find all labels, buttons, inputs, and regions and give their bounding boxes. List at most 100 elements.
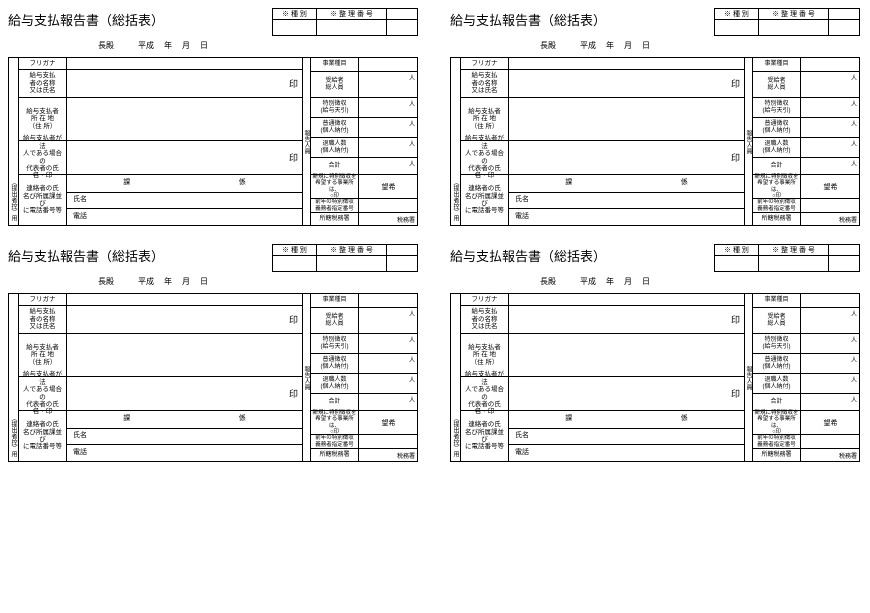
r-normal-lbl: 普通徴収 (個人納付)	[311, 354, 359, 373]
r-tax-val: 税務署	[359, 213, 417, 225]
lbl-rep-name: 給与支払者が法 人である場合の 代表者の氏名・印	[461, 377, 508, 411]
mayor-label: 長殿	[98, 276, 114, 287]
r-sum-val: 人	[359, 158, 417, 174]
month-label: 月	[624, 40, 632, 51]
r-wish-val: 希 望	[359, 411, 417, 434]
hdr-blank-label	[829, 9, 859, 20]
hdr-blank-label	[387, 245, 417, 256]
lbl-rep-name: 給与支払者が法 人である場合の 代表者の氏名・印	[19, 141, 66, 175]
year-label: 年	[164, 276, 172, 287]
val-rep-name: 印	[509, 141, 744, 175]
val-payer-name: 印	[509, 70, 744, 98]
lbl-rep-name: 給与支払者が法 人である場合の 代表者の氏名・印	[19, 377, 66, 411]
r-total-val: 人	[801, 72, 859, 97]
form-title: 給与支払報告書（総括表）	[8, 244, 164, 265]
val-contact-tel: 電話	[509, 445, 744, 461]
right-column: 事業種目 受給者 総人員 人 特別徴収 (給与天引) 人 普通徴収 (個人納付)…	[753, 294, 859, 461]
r-total-val: 人	[359, 308, 417, 333]
year-label: 年	[606, 40, 614, 51]
val-rep-name: 印	[509, 377, 744, 411]
side-strip-left: （提出者控）用	[9, 58, 19, 225]
r-special-lbl: 特別徴収 (給与天引)	[753, 334, 801, 353]
r-sum-lbl: 合計	[753, 158, 801, 174]
ka-label: 課	[123, 415, 130, 423]
side-strip-left: （提出者控）用	[9, 294, 19, 461]
seal-mark-1: 印	[289, 314, 298, 324]
val-contact-dept: 課 係	[509, 175, 744, 193]
tel-label: 電話	[515, 213, 529, 221]
r-retire-val: 人	[801, 374, 859, 393]
r-sum-val: 人	[801, 394, 859, 410]
main-table: （提出者控）用 フリガナ 給与支払 者の名称 又は氏名 給与支払者 所 在 地 …	[8, 57, 418, 226]
r-tax-val: 税務署	[359, 449, 417, 461]
seal-mark-2: 印	[289, 152, 298, 162]
r-wish-lbl: 新規に特別徴収を 希望する事業所は、 ○印	[311, 175, 359, 198]
lbl-contact: 連絡者の氏 名び所属課並び に電話番号等	[19, 175, 66, 225]
header-id-boxes: ※ 種 別 ※ 整 理 番 号	[714, 244, 860, 272]
era-label: 平成	[580, 40, 596, 51]
year-label: 年	[606, 276, 614, 287]
r-retire-val: 人	[359, 138, 417, 157]
r-tax-val: 税務署	[801, 213, 859, 225]
r-tax-lbl: 所轄税務署	[311, 449, 359, 461]
form-header: 給与支払報告書（総括表） ※ 種 別 ※ 整 理 番 号	[450, 244, 860, 272]
lbl-furigana: フリガナ	[19, 58, 66, 70]
side-strip-left: （提出者控）用	[451, 294, 461, 461]
r-sum-val: 人	[359, 394, 417, 410]
r-prev-lbl: 前年の特別徴収 義務者指定番号	[311, 199, 359, 212]
seal-mark-1: 印	[289, 78, 298, 88]
seal-mark-2: 印	[731, 388, 740, 398]
right-column: 事業種目 受給者 総人員 人 特別徴収 (給与天引) 人 普通徴収 (個人納付)…	[311, 294, 417, 461]
r-normal-lbl: 普通徴収 (個人納付)	[753, 118, 801, 137]
tax-office-suffix: 税務署	[839, 215, 857, 224]
header-id-boxes: ※ 種 別 ※ 整 理 番 号	[272, 8, 418, 36]
r-sum-lbl: 合計	[311, 394, 359, 410]
mid-value-column: 印 印 課 係 氏名 電話	[67, 294, 302, 461]
hdr-type-value	[715, 20, 758, 37]
r-prev-lbl: 前年の特別徴収 義務者指定番号	[753, 199, 801, 212]
mid-value-column: 印 印 課 係 氏名 電話	[509, 294, 744, 461]
right-column: 事業種目 受給者 総人員 人 特別徴収 (給与天引) 人 普通徴収 (個人納付)…	[311, 58, 417, 225]
r-tax-val: 税務署	[801, 449, 859, 461]
tax-office-suffix: 税務署	[397, 215, 415, 224]
main-table: （提出者控）用 フリガナ 給与支払 者の名称 又は氏名 給与支払者 所 在 地 …	[8, 293, 418, 462]
r-biz-type-val	[801, 58, 859, 71]
lbl-rep-name: 給与支払者が法 人である場合の 代表者の氏名・印	[461, 141, 508, 175]
tel-label: 電話	[73, 213, 87, 221]
r-sum-val: 人	[801, 158, 859, 174]
hdr-type-label: ※ 種 別	[273, 245, 316, 256]
r-normal-val: 人	[801, 354, 859, 373]
seal-mark-2: 印	[289, 388, 298, 398]
era-label: 平成	[138, 40, 154, 51]
val-contact-name: 氏名	[67, 429, 302, 445]
kakari-label: 係	[681, 179, 688, 187]
r-retire-val: 人	[359, 374, 417, 393]
r-special-lbl: 特別徴収 (給与天引)	[311, 334, 359, 353]
wish-mark: 希 望	[823, 419, 837, 426]
salary-report-form: 給与支払報告書（総括表） ※ 種 別 ※ 整 理 番 号 長殿 平成 年	[8, 244, 418, 462]
val-contact-name: 氏名	[509, 429, 744, 445]
seal-mark-1: 印	[731, 314, 740, 324]
r-normal-val: 人	[801, 118, 859, 137]
hdr-blank-label	[829, 245, 859, 256]
header-id-boxes: ※ 種 別 ※ 整 理 番 号	[714, 8, 860, 36]
hdr-blank-label	[387, 9, 417, 20]
day-label: 日	[642, 40, 650, 51]
hdr-blank-value	[387, 256, 417, 273]
r-prev-val	[359, 199, 417, 212]
val-contact-dept: 課 係	[509, 411, 744, 429]
day-label: 日	[642, 276, 650, 287]
left-labels-column: フリガナ 給与支払 者の名称 又は氏名 給与支払者 所 在 地 （住 所） 給与…	[19, 58, 67, 225]
val-contact-tel: 電話	[509, 209, 744, 225]
r-retire-lbl: 退職人数 (個人納付)	[311, 138, 359, 157]
r-wish-val: 希 望	[359, 175, 417, 198]
r-biz-type-val	[801, 294, 859, 307]
mid-value-column: 印 印 課 係 氏名 電話	[509, 58, 744, 225]
r-total-val: 人	[359, 72, 417, 97]
val-rep-name: 印	[67, 141, 302, 175]
mayor-label: 長殿	[540, 276, 556, 287]
date-row: 長殿 平成 年 月 日	[450, 276, 860, 287]
name-label: 氏名	[73, 432, 87, 440]
lbl-contact: 連絡者の氏 名び所属課並び に電話番号等	[461, 175, 508, 225]
tel-label: 電話	[515, 449, 529, 457]
